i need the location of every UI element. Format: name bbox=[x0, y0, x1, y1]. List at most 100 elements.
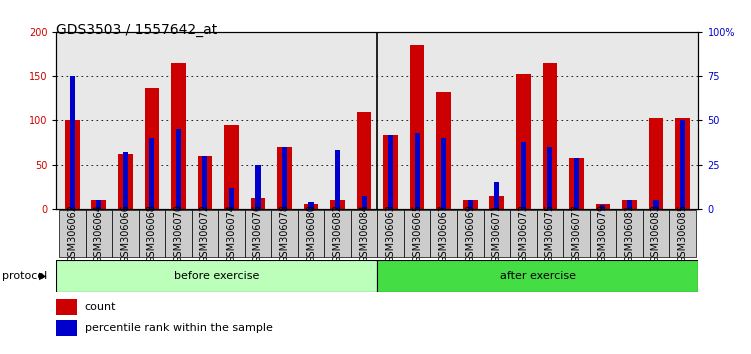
FancyBboxPatch shape bbox=[430, 210, 457, 257]
Bar bbox=[202, 156, 207, 209]
Text: ▶: ▶ bbox=[39, 271, 47, 281]
Bar bbox=[649, 118, 663, 209]
Bar bbox=[361, 196, 366, 209]
Text: before exercise: before exercise bbox=[174, 271, 260, 281]
FancyBboxPatch shape bbox=[457, 210, 484, 257]
Bar bbox=[70, 76, 75, 209]
Bar bbox=[251, 198, 265, 209]
Bar bbox=[255, 165, 261, 209]
Bar bbox=[383, 136, 398, 209]
Bar bbox=[56, 320, 77, 336]
Text: GSM306065: GSM306065 bbox=[412, 204, 422, 263]
Bar bbox=[574, 158, 579, 209]
Text: GSM306063: GSM306063 bbox=[386, 204, 396, 263]
Text: GSM306085: GSM306085 bbox=[677, 204, 687, 263]
FancyBboxPatch shape bbox=[377, 260, 698, 292]
FancyBboxPatch shape bbox=[139, 210, 165, 257]
FancyBboxPatch shape bbox=[351, 210, 377, 257]
Text: count: count bbox=[85, 302, 116, 312]
Bar bbox=[144, 88, 159, 209]
Text: GSM306074: GSM306074 bbox=[227, 204, 237, 263]
FancyBboxPatch shape bbox=[669, 210, 695, 257]
Text: GSM306066: GSM306066 bbox=[120, 204, 131, 263]
Bar bbox=[171, 63, 185, 209]
Text: GSM306070: GSM306070 bbox=[173, 204, 183, 263]
FancyBboxPatch shape bbox=[510, 210, 536, 257]
Text: GSM306078: GSM306078 bbox=[279, 204, 290, 263]
Bar bbox=[596, 205, 611, 209]
Bar bbox=[357, 112, 372, 209]
FancyBboxPatch shape bbox=[377, 210, 404, 257]
Bar bbox=[96, 200, 101, 209]
Bar bbox=[388, 135, 394, 209]
FancyBboxPatch shape bbox=[86, 210, 112, 257]
Text: GSM306082: GSM306082 bbox=[333, 204, 342, 263]
Bar bbox=[600, 205, 605, 209]
Text: GSM306081: GSM306081 bbox=[624, 204, 635, 263]
FancyBboxPatch shape bbox=[616, 210, 643, 257]
Bar bbox=[65, 120, 80, 209]
Text: GSM306076: GSM306076 bbox=[253, 204, 263, 263]
Bar bbox=[277, 147, 292, 209]
Text: after exercise: after exercise bbox=[500, 271, 576, 281]
FancyBboxPatch shape bbox=[271, 210, 298, 257]
Text: GSM306080: GSM306080 bbox=[306, 204, 316, 263]
Text: percentile rank within the sample: percentile rank within the sample bbox=[85, 323, 273, 333]
FancyBboxPatch shape bbox=[59, 210, 86, 257]
Text: GSM306062: GSM306062 bbox=[68, 204, 77, 263]
Bar bbox=[542, 63, 557, 209]
Bar bbox=[520, 142, 526, 209]
Text: GSM306071: GSM306071 bbox=[492, 204, 502, 263]
Bar bbox=[436, 92, 451, 209]
FancyBboxPatch shape bbox=[536, 210, 563, 257]
Bar bbox=[490, 195, 504, 209]
Bar bbox=[410, 45, 424, 209]
FancyBboxPatch shape bbox=[165, 210, 192, 257]
Bar bbox=[463, 200, 478, 209]
Bar bbox=[309, 202, 314, 209]
Text: protocol: protocol bbox=[2, 271, 47, 281]
Bar bbox=[303, 205, 318, 209]
Text: GSM306079: GSM306079 bbox=[598, 204, 608, 263]
Text: GSM306064: GSM306064 bbox=[94, 204, 104, 263]
Bar bbox=[415, 133, 420, 209]
Bar bbox=[56, 298, 77, 315]
Bar bbox=[675, 118, 690, 209]
Bar bbox=[335, 150, 340, 209]
Text: GSM306073: GSM306073 bbox=[518, 204, 528, 263]
FancyBboxPatch shape bbox=[112, 210, 139, 257]
Bar bbox=[282, 147, 287, 209]
Bar bbox=[229, 188, 234, 209]
FancyBboxPatch shape bbox=[590, 210, 616, 257]
FancyBboxPatch shape bbox=[563, 210, 590, 257]
Bar bbox=[92, 200, 106, 209]
Text: GDS3503 / 1557642_at: GDS3503 / 1557642_at bbox=[56, 23, 218, 37]
Bar bbox=[118, 154, 133, 209]
Bar bbox=[198, 156, 213, 209]
Bar bbox=[653, 200, 659, 209]
FancyBboxPatch shape bbox=[324, 210, 351, 257]
Bar bbox=[224, 125, 239, 209]
Text: GSM306067: GSM306067 bbox=[439, 204, 448, 263]
Bar bbox=[627, 200, 632, 209]
Bar bbox=[547, 147, 553, 209]
FancyBboxPatch shape bbox=[404, 210, 430, 257]
Text: GSM306072: GSM306072 bbox=[200, 204, 210, 263]
FancyBboxPatch shape bbox=[192, 210, 219, 257]
Bar bbox=[441, 138, 446, 209]
Bar bbox=[569, 158, 584, 209]
FancyBboxPatch shape bbox=[298, 210, 324, 257]
Bar bbox=[149, 138, 155, 209]
Bar bbox=[122, 152, 128, 209]
Text: GSM306077: GSM306077 bbox=[572, 204, 581, 263]
Bar bbox=[176, 129, 181, 209]
Bar bbox=[468, 200, 473, 209]
Bar bbox=[330, 200, 345, 209]
Text: GSM306083: GSM306083 bbox=[651, 204, 661, 263]
FancyBboxPatch shape bbox=[245, 210, 271, 257]
Bar bbox=[516, 74, 531, 209]
Text: GSM306075: GSM306075 bbox=[544, 204, 555, 263]
Bar bbox=[494, 182, 499, 209]
Text: GSM306068: GSM306068 bbox=[147, 204, 157, 263]
Text: GSM306069: GSM306069 bbox=[465, 204, 475, 263]
